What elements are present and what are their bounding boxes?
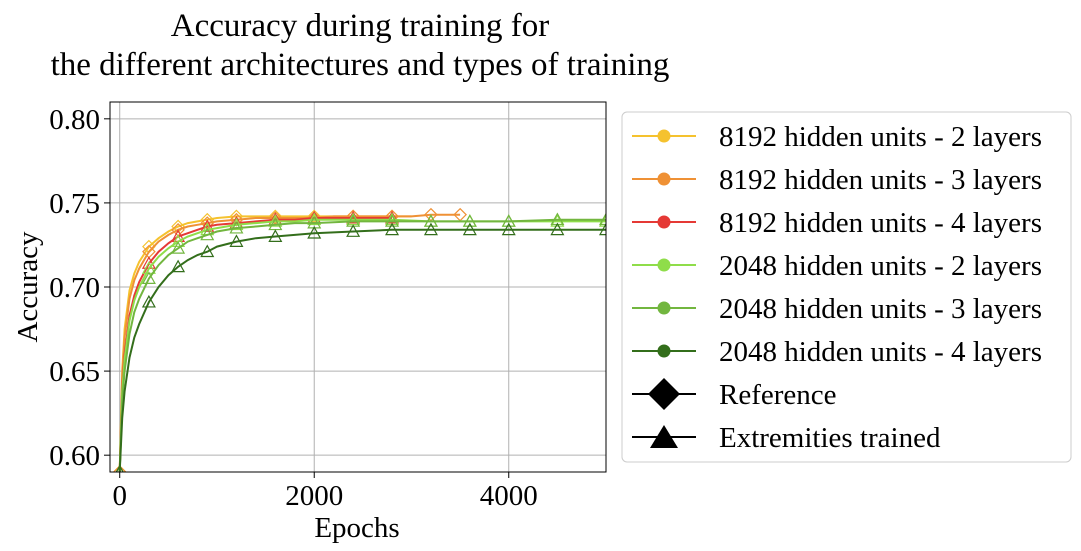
- data-point: [229, 220, 244, 234]
- legend: 8192 hidden units - 2 layers 8192 hidden …: [621, 111, 1072, 463]
- legend-marker: [657, 129, 671, 143]
- data-point: [462, 222, 477, 236]
- y-tick-label: 0.65: [49, 356, 100, 388]
- axes: 0 2000 4000 0.60 0.65 0.70 0.75 0.80: [49, 101, 607, 512]
- data-point: [268, 229, 283, 242]
- legend-label: Reference: [719, 379, 837, 411]
- data-point: [171, 241, 186, 254]
- data-point: [423, 214, 438, 227]
- grid: [110, 102, 606, 472]
- legend-marker: [657, 344, 671, 358]
- plot-area: [112, 207, 606, 472]
- data-point: [307, 212, 322, 226]
- data-point: [423, 222, 438, 236]
- series-1: [112, 209, 412, 472]
- legend-label: 2048 hidden units - 4 layers: [719, 336, 1042, 368]
- chart-title-line-2: the different architectures and types of…: [51, 47, 670, 83]
- chart-title-line-1: Accuracy during training for: [171, 8, 549, 44]
- data-point: [171, 234, 186, 247]
- data-point: [385, 222, 400, 236]
- data-point: [550, 222, 565, 236]
- data-point: [346, 224, 361, 237]
- legend-item-4: 2048 hidden units - 2 layers: [632, 250, 1042, 282]
- data-point: [346, 210, 361, 224]
- data-point: [501, 222, 516, 236]
- y-tick-label: 0.75: [49, 188, 100, 220]
- legend-item-7: Reference: [632, 378, 837, 411]
- y-tick-label: 0.80: [49, 104, 100, 136]
- data-point: [141, 294, 156, 308]
- series-4: [115, 212, 606, 472]
- series-6: [115, 222, 606, 472]
- series-group: [112, 207, 606, 472]
- data-point: [200, 227, 215, 241]
- y-tick-label: 0.70: [49, 272, 100, 304]
- data-point: [112, 465, 127, 472]
- legend-marker: [648, 378, 680, 410]
- legend-marker: [657, 215, 671, 229]
- legend-item-6: 2048 hidden units - 4 layers: [632, 336, 1042, 368]
- data-point: [115, 464, 124, 472]
- legend-marker: [657, 301, 671, 315]
- legend-label: 2048 hidden units - 2 layers: [719, 250, 1042, 282]
- x-tick-label: 0: [112, 480, 127, 512]
- data-point: [171, 259, 186, 273]
- data-point: [307, 225, 322, 239]
- x-tick-label: 4000: [480, 480, 538, 512]
- data-point: [200, 244, 215, 258]
- data-point: [171, 219, 185, 234]
- series-line: [118, 217, 392, 472]
- legend-label: 8192 hidden units - 4 layers: [719, 207, 1042, 239]
- data-point: [200, 219, 215, 232]
- data-point: [268, 214, 283, 227]
- data-point: [598, 222, 606, 236]
- x-tick-label: 2000: [285, 480, 343, 512]
- data-point: [141, 271, 156, 284]
- legend-label: 2048 hidden units - 3 layers: [719, 293, 1042, 325]
- data-point: [598, 212, 606, 226]
- data-point: [229, 234, 244, 247]
- legend-item-2: 8192 hidden units - 3 layers: [632, 164, 1042, 196]
- chart-title: Accuracy during training for the differe…: [51, 8, 670, 83]
- legend-marker: [657, 172, 671, 186]
- series-line: [118, 228, 606, 472]
- data-point: [462, 214, 477, 227]
- x-axis-label: Epochs: [314, 512, 399, 544]
- legend-item-5: 2048 hidden units - 3 layers: [632, 293, 1042, 325]
- data-point: [229, 217, 244, 231]
- legend-box: [621, 111, 1072, 463]
- data-point: [501, 214, 516, 227]
- legend-item-8: Extremities trained: [632, 422, 941, 454]
- series-5: [115, 212, 606, 472]
- legend-label: 8192 hidden units - 3 layers: [719, 164, 1042, 196]
- plot-frame: [109, 101, 607, 473]
- series-3: [115, 210, 400, 472]
- y-axis-label: Accuracy: [12, 231, 44, 343]
- legend-marker: [650, 425, 678, 448]
- data-point: [385, 214, 400, 227]
- y-tick-label: 0.60: [49, 440, 100, 472]
- legend-label: 8192 hidden units - 2 layers: [719, 121, 1042, 153]
- series-line: [118, 215, 412, 472]
- data-point: [598, 214, 606, 227]
- legend-label: Extremities trained: [719, 422, 941, 454]
- legend-item-1: 8192 hidden units - 2 layers: [632, 121, 1042, 153]
- data-point: [550, 214, 565, 227]
- series-line: [118, 218, 606, 472]
- legend-item-3: 8192 hidden units - 4 layers: [632, 207, 1042, 239]
- legend-marker: [657, 258, 671, 272]
